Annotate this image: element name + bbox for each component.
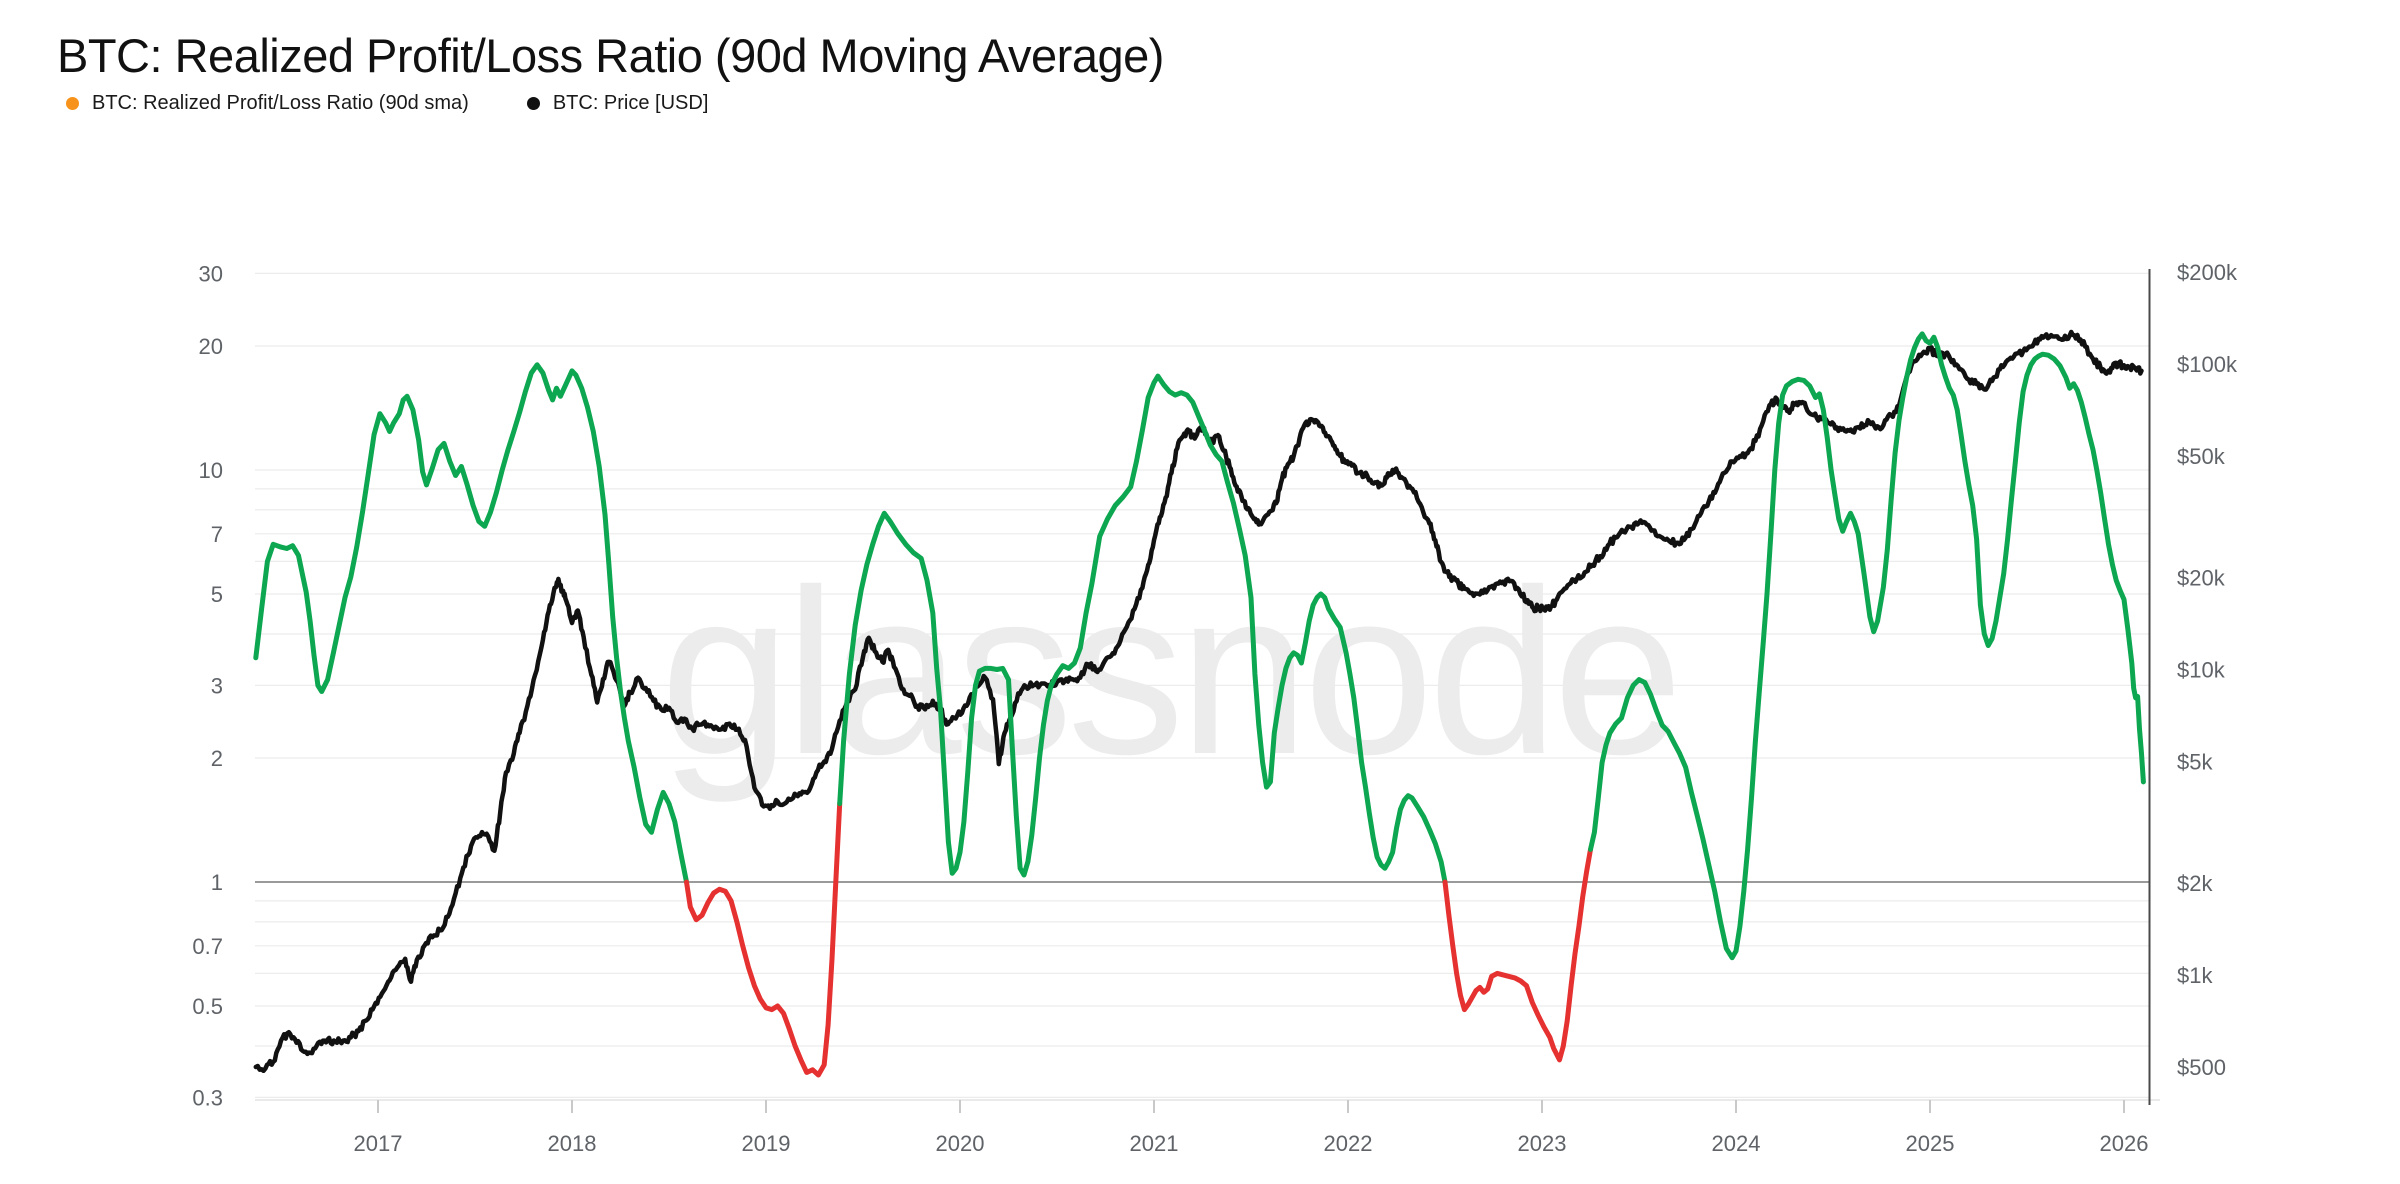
left-axis-tick-label: 1 <box>211 870 223 895</box>
left-axis-tick-label: 0.5 <box>192 994 223 1019</box>
gridlines <box>255 272 2149 1099</box>
x-axis-tick-label: 2024 <box>1712 1131 1761 1156</box>
right-axis-tick-label: $50k <box>2177 444 2226 469</box>
right-axis-tick-label: $20k <box>2177 566 2226 591</box>
right-axis-tick-label: $2k <box>2177 871 2213 896</box>
right-axis-tick-label: $200k <box>2177 260 2238 285</box>
left-axis-labels: 30 20 10 7 5 3 2 1 0.7 0.5 0.3 <box>192 261 223 1110</box>
left-axis-tick-label: 0.3 <box>192 1085 223 1110</box>
right-axis-tick-label: $100k <box>2177 352 2238 377</box>
right-axis-tick-label: $500 <box>2177 1055 2226 1080</box>
legend-item-label: BTC: Price [USD] <box>552 92 709 114</box>
left-axis-tick-label: 3 <box>211 673 223 698</box>
ratio-line-series <box>253 362 689 885</box>
ratio-line-series <box>837 373 1448 885</box>
x-axis-tick-label: 2022 <box>1324 1131 1373 1156</box>
x-axis-labels: 2017 2018 2019 2020 2021 2022 2023 2024 2025 2026 <box>354 1100 2149 1156</box>
legend-item-ratio[interactable]: BTC: Realized Profit/Loss Ratio (90d sma… <box>66 92 469 115</box>
left-axis-tick-label: 5 <box>211 582 223 607</box>
left-axis-tick-label: 20 <box>199 334 223 359</box>
ratio-series-dot-icon <box>66 97 79 110</box>
ratio-line-series <box>1588 331 2146 961</box>
left-axis-tick-label: 2 <box>211 746 223 771</box>
right-axis-tick-label: $1k <box>2177 963 2213 988</box>
price-series-dot-icon <box>526 97 540 110</box>
page-title: BTC: Realized Profit/Loss Ratio (90d Mov… <box>57 29 1164 82</box>
left-axis-tick-label: 7 <box>211 522 223 547</box>
legend: BTC: Realized Profit/Loss Ratio (90d sma… <box>66 92 708 115</box>
x-axis-tick-label: 2026 <box>2100 1131 2149 1156</box>
x-axis-tick-label: 2025 <box>1906 1131 1955 1156</box>
legend-item-price[interactable]: BTC: Price [USD] <box>526 92 709 115</box>
ratio-line-series-below-1 <box>1442 846 1593 1063</box>
ratio-line-series-below-1 <box>684 801 843 1078</box>
x-axis-tick-label: 2017 <box>354 1131 403 1156</box>
right-axis-tick-label: $5k <box>2177 750 2213 775</box>
left-axis-tick-label: 10 <box>199 458 223 483</box>
x-axis-tick-label: 2018 <box>548 1131 597 1156</box>
legend-item-label: BTC: Realized Profit/Loss Ratio (90d sma… <box>92 92 469 114</box>
x-axis-tick-label: 2019 <box>742 1131 791 1156</box>
left-axis-tick-label: 30 <box>199 261 223 286</box>
glassnode-watermark: glassnode <box>660 540 1677 803</box>
x-axis-tick-label: 2021 <box>1130 1131 1179 1156</box>
right-axis-tick-label: $10k <box>2177 658 2226 683</box>
x-axis-tick-label: 2020 <box>936 1131 985 1156</box>
x-axis-tick-label: 2023 <box>1518 1131 1567 1156</box>
right-axis-labels: $200k $100k $50k $20k $10k $5k $2k $1k $500 <box>2177 260 2238 1080</box>
left-axis-tick-label: 0.7 <box>192 934 223 959</box>
